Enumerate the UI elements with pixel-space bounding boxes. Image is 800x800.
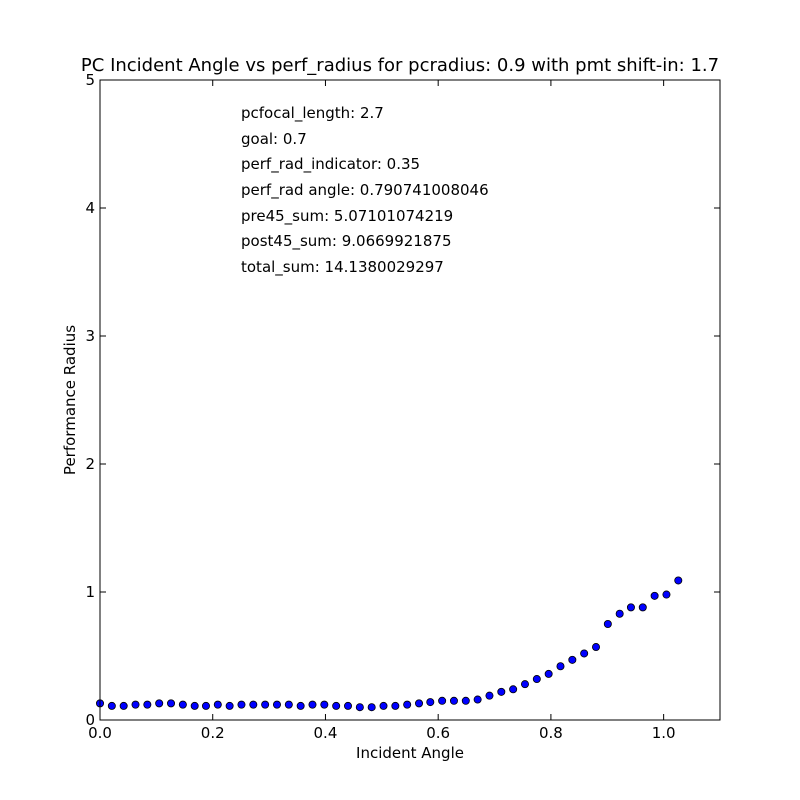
x-axis-label: Incident Angle — [356, 744, 464, 762]
data-point — [155, 699, 164, 708]
data-point — [426, 698, 435, 707]
x-tick-label: 0.2 — [201, 724, 225, 742]
data-point — [355, 703, 364, 712]
x-tick-label: 0.8 — [539, 724, 563, 742]
y-tick-label: 3 — [85, 327, 95, 345]
data-point — [320, 700, 329, 709]
data-point — [308, 700, 317, 709]
data-point — [568, 655, 577, 664]
data-point — [249, 700, 258, 709]
data-point — [237, 700, 246, 709]
chart-title: PC Incident Angle vs perf_radius for pcr… — [80, 55, 720, 76]
annotation-post45-sum: post45_sum: 9.0669921875 — [241, 232, 452, 251]
annotation-total-sum: total_sum: 14.1380029297 — [241, 258, 444, 277]
y-tick-label: 1 — [85, 583, 95, 601]
data-point — [532, 675, 541, 684]
data-point — [650, 591, 659, 600]
data-point — [261, 700, 270, 709]
data-point — [603, 620, 612, 629]
data-point — [332, 701, 341, 710]
data-point — [201, 701, 210, 710]
x-tick-label: 0.0 — [88, 724, 112, 742]
annotation-perf-rad-angle: perf_rad angle: 0.790741008046 — [241, 181, 489, 200]
data-point — [497, 687, 506, 696]
data-point — [367, 703, 376, 712]
data-point — [119, 701, 128, 710]
annotation-pre45-sum: pre45_sum: 5.07101074219 — [241, 206, 454, 225]
y-tick-label: 2 — [85, 455, 95, 473]
data-point — [213, 700, 222, 709]
data-point — [461, 696, 470, 705]
data-point — [415, 699, 424, 708]
data-point — [615, 609, 624, 618]
data-point — [107, 701, 116, 710]
data-point — [391, 701, 400, 710]
annotation-perf-rad-indicator: perf_rad_indicator: 0.35 — [241, 155, 421, 174]
y-tick-label: 4 — [85, 199, 95, 217]
x-tick-label: 0.4 — [314, 724, 338, 742]
data-point — [520, 680, 529, 689]
data-point — [284, 700, 293, 709]
data-point — [131, 700, 140, 709]
data-point — [272, 700, 281, 709]
annotation-block: pcfocal_length: 2.7 goal: 0.7 perf_rad_i… — [241, 103, 489, 283]
data-point — [485, 691, 494, 700]
data-point — [662, 590, 671, 599]
data-point — [296, 701, 305, 710]
data-point — [674, 576, 683, 585]
data-point — [379, 701, 388, 710]
axis-ticks: 0.0 0.2 0.4 0.6 0.8 1.0 0 1 2 3 4 5 — [85, 71, 720, 742]
data-point — [403, 700, 412, 709]
y-tick-label: 0 — [85, 711, 95, 729]
x-tick-label: 1.0 — [652, 724, 676, 742]
plot-frame — [99, 79, 721, 721]
data-point — [626, 603, 635, 612]
data-point — [592, 643, 601, 652]
annotation-pcfocal-length: pcfocal_length: 2.7 — [241, 104, 384, 122]
data-point — [167, 699, 176, 708]
data-point — [178, 700, 187, 709]
data-point — [438, 696, 447, 705]
annotation-goal: goal: 0.7 — [241, 129, 307, 148]
data-point — [143, 700, 152, 709]
data-point — [449, 696, 458, 705]
data-point — [509, 685, 518, 694]
data-point — [473, 695, 482, 704]
data-point — [556, 662, 565, 671]
data-point — [580, 649, 589, 658]
data-point — [343, 701, 352, 710]
data-point — [225, 701, 234, 710]
data-point — [638, 603, 647, 612]
data-points — [96, 576, 683, 712]
y-tick-label: 5 — [85, 71, 95, 89]
x-tick-label: 0.6 — [426, 724, 450, 742]
data-point — [544, 669, 553, 678]
data-point — [190, 701, 199, 710]
